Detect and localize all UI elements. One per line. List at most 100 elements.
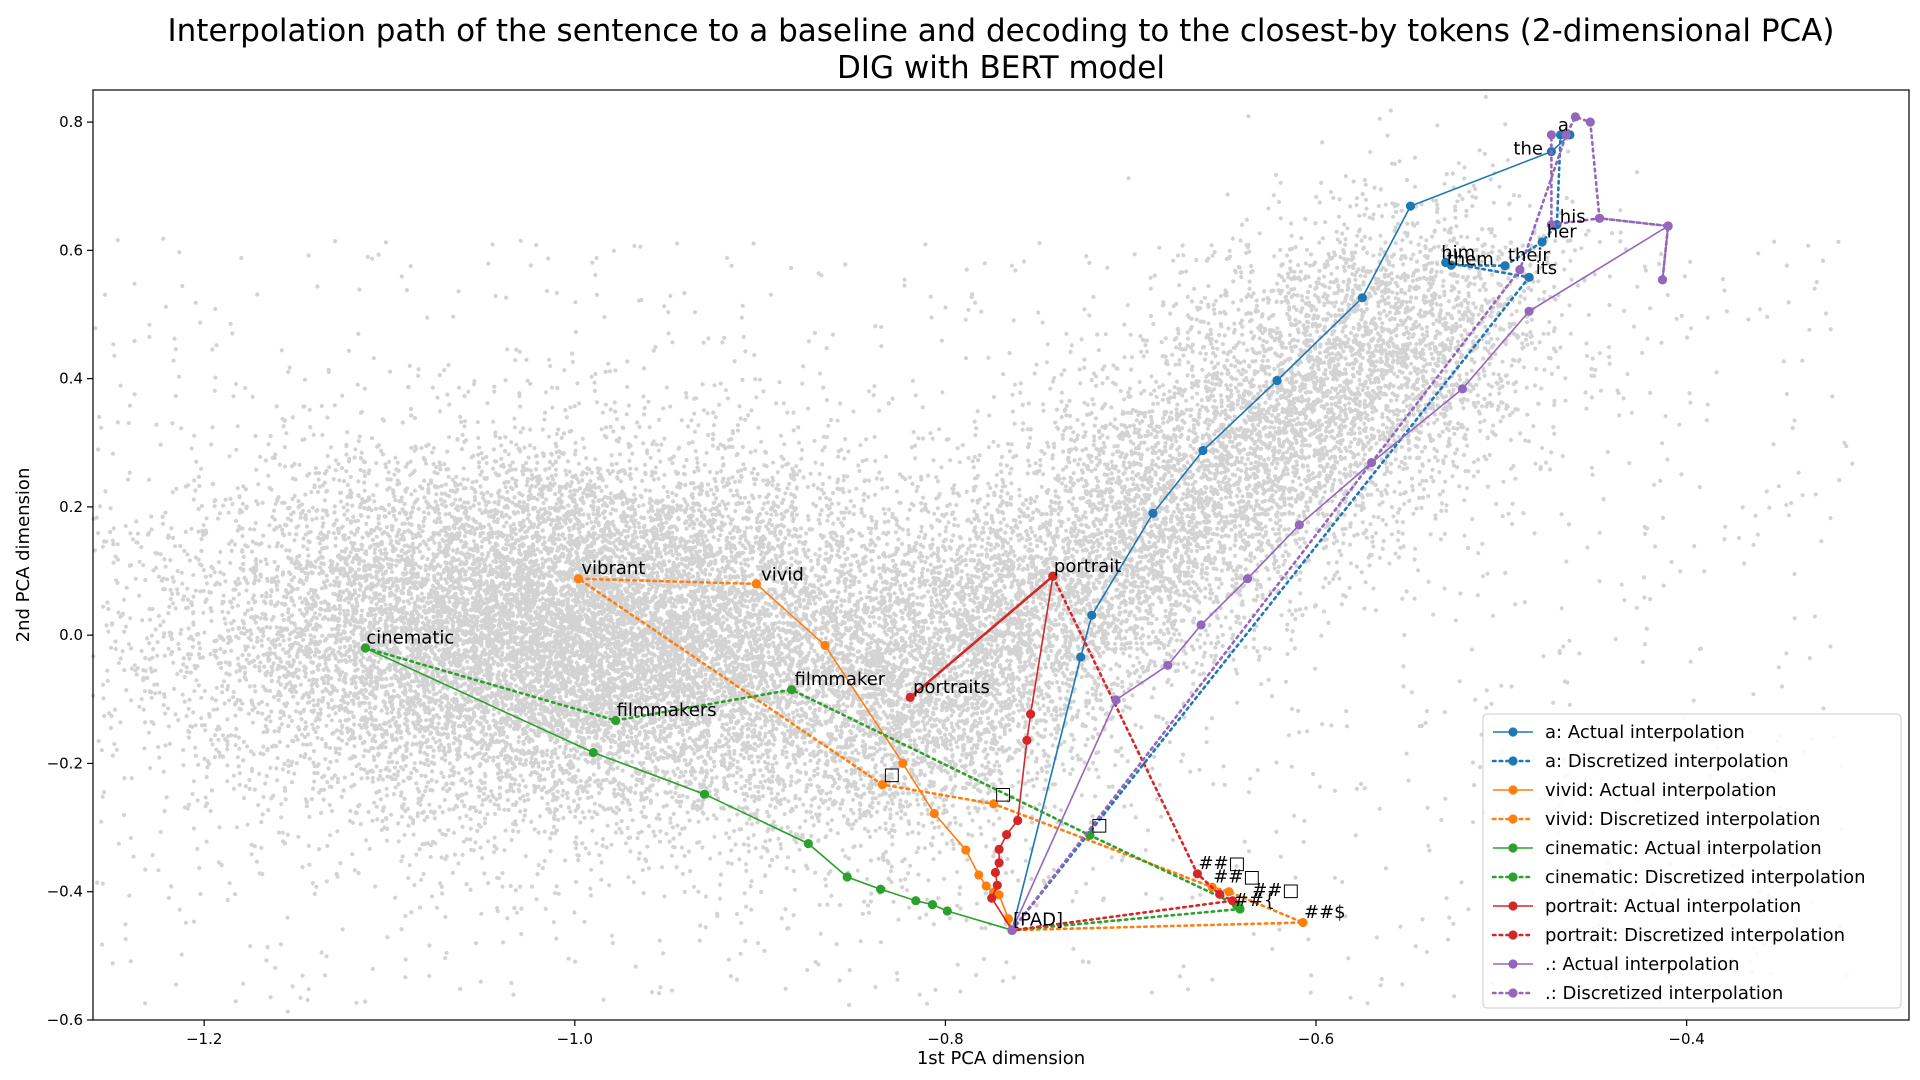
token-label: him: [1441, 243, 1475, 264]
data-point: [1026, 709, 1036, 719]
data-point: [1235, 904, 1245, 914]
token-label: ##□: [1252, 880, 1299, 901]
data-point: [751, 579, 762, 589]
data-point: [1022, 735, 1032, 746]
data-point: [1294, 520, 1304, 530]
data-point: [1357, 293, 1367, 303]
legend-marker: [1508, 959, 1518, 969]
data-point: [611, 715, 621, 726]
data-point: [1524, 306, 1534, 316]
legend-label: .: Discretized interpolation: [1545, 983, 1783, 1004]
y-tick-label: −0.2: [47, 754, 83, 772]
legend-marker: [1508, 727, 1518, 737]
data-point: [588, 747, 598, 758]
token-label: portrait: [1054, 556, 1121, 577]
legend-entry: .: Discretized interpolation: [1491, 983, 1783, 1004]
token-label: ##{: [1234, 890, 1276, 911]
token-label: them: [1447, 249, 1494, 270]
data-point: [1570, 112, 1580, 122]
data-point: [1594, 213, 1605, 223]
token-label: filmmakers: [617, 700, 717, 721]
y-axis-label: 2nd PCA dimension: [13, 468, 34, 643]
data-point: [1585, 117, 1595, 127]
token-label: vivid: [761, 565, 804, 586]
legend-label: vivid: Actual interpolation: [1545, 780, 1777, 801]
series-line: [365, 647, 1013, 931]
series-9: [1007, 112, 1673, 935]
data-point: [877, 780, 888, 790]
legend-label: portrait: Actual interpolation: [1545, 896, 1801, 917]
data-point: [876, 884, 886, 894]
data-point: [987, 893, 997, 903]
series-layer: [360, 112, 1673, 935]
legend-label: .: Actual interpolation: [1545, 954, 1740, 975]
x-tick-label: −0.8: [927, 1030, 963, 1048]
token-label: ##□: [1213, 867, 1260, 888]
data-point: [1148, 508, 1158, 518]
legend-marker: [1508, 930, 1518, 940]
y-tick-label: 0.8: [59, 113, 83, 131]
x-tick-label: −1.2: [186, 1030, 222, 1048]
data-point: [1215, 889, 1225, 899]
data-point: [942, 906, 952, 916]
data-point: [994, 890, 1004, 900]
data-point: [1446, 260, 1456, 270]
data-point: [994, 844, 1004, 855]
y-tick-label: 0.6: [59, 241, 83, 259]
data-point: [1163, 660, 1173, 670]
data-point: [905, 692, 915, 703]
data-point: [1500, 261, 1510, 271]
data-point: [1298, 917, 1308, 928]
data-point: [1192, 869, 1202, 879]
legend-marker: [1508, 843, 1518, 853]
data-point: [842, 872, 852, 882]
embedding-cloud-points: [91, 94, 1855, 1014]
legend-entry: cinematic: Discretized interpolation: [1491, 867, 1866, 888]
series-line: [1011, 134, 1571, 931]
legend-marker: [1508, 785, 1518, 795]
data-point: [1663, 221, 1673, 231]
token-label: the: [1513, 139, 1543, 160]
data-point: [803, 839, 813, 849]
data-point: [699, 789, 710, 799]
token-label: vibrant: [581, 558, 645, 579]
data-point: [911, 896, 921, 906]
x-tick-label: −1.0: [557, 1030, 593, 1048]
data-point: [1013, 815, 1023, 826]
legend-entry: portrait: Discretized interpolation: [1491, 925, 1845, 946]
data-point: [1076, 652, 1086, 662]
token-label: □: [995, 783, 1012, 804]
token-label: □: [1091, 815, 1108, 836]
y-tick-label: 0.0: [59, 626, 83, 644]
legend-box: [1482, 713, 1902, 1009]
data-point: [1224, 887, 1234, 897]
data-point: [820, 640, 830, 651]
legend-entry: a: Actual interpolation: [1493, 722, 1745, 743]
data-point: [989, 799, 999, 809]
x-axis-label: 1st PCA dimension: [917, 1048, 1085, 1069]
y-tick-label: 0.2: [59, 498, 83, 516]
data-point: [1657, 275, 1668, 285]
legend: a: Actual interpolation a: Discretized in…: [1482, 713, 1902, 1009]
y-tick-label: −0.4: [47, 883, 83, 901]
x-tick-label: −0.6: [1298, 1030, 1334, 1048]
data-point: [1007, 925, 1017, 935]
token-label: □: [883, 764, 900, 785]
token-label: a: [1558, 115, 1569, 136]
data-point: [1048, 571, 1058, 581]
data-point: [992, 880, 1002, 890]
data-point: [1546, 130, 1556, 140]
data-point: [1111, 695, 1121, 705]
embedding-cloud: [91, 94, 1855, 1014]
data-point: [787, 685, 797, 695]
data-point: [929, 808, 939, 819]
legend-entry: .: Actual interpolation: [1493, 954, 1740, 975]
token-label: ##$: [1304, 902, 1346, 923]
data-point: [898, 758, 908, 769]
legend-entry: a: Discretized interpolation: [1491, 751, 1789, 772]
legend-marker: [1508, 988, 1518, 998]
token-label: their: [1508, 245, 1551, 266]
data-point: [961, 845, 971, 855]
